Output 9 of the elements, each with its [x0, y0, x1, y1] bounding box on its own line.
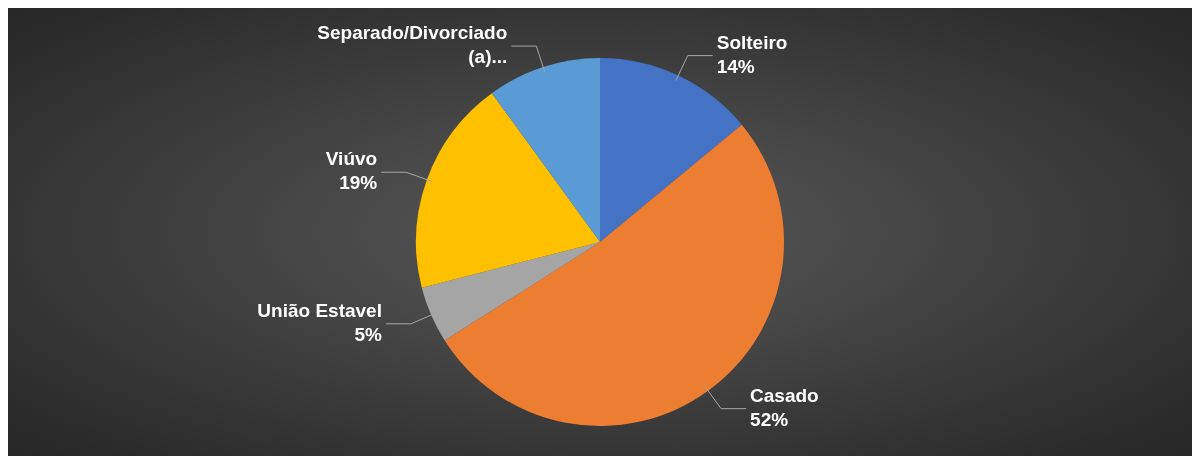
- slice-label: União Estavel: [257, 300, 382, 322]
- slice-label: Solteiro: [716, 31, 788, 53]
- slice-label: Casado: [750, 384, 819, 406]
- data-label: 14%: [716, 55, 755, 77]
- data-label: 52%: [750, 408, 789, 430]
- data-label: 5%: [354, 324, 383, 346]
- slice-label: Separado/Divorciado (a)...: [317, 22, 508, 68]
- slice-label: Viúvo: [325, 148, 378, 170]
- data-label: 19%: [339, 172, 378, 194]
